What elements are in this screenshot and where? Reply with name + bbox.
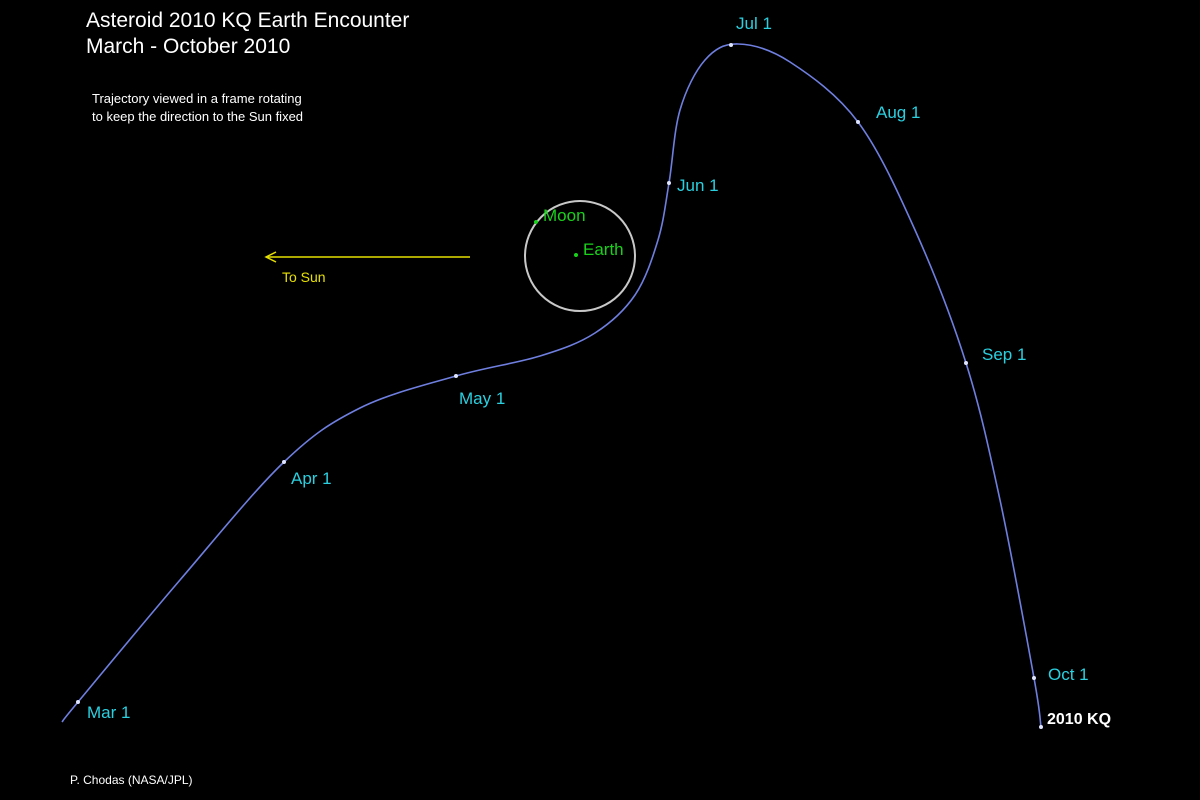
date-tick-apr-1 bbox=[282, 460, 286, 464]
date-label-apr: Apr 1 bbox=[291, 469, 332, 488]
to-sun-label: To Sun bbox=[282, 269, 326, 285]
date-label-jul: Jul 1 bbox=[736, 14, 772, 33]
note-line-1: Trajectory viewed in a frame rotating bbox=[92, 91, 302, 106]
date-tick-jun-1 bbox=[667, 181, 671, 185]
date-tick-jul-1 bbox=[729, 43, 733, 47]
date-label-mar: Mar 1 bbox=[87, 703, 131, 722]
title: Asteroid 2010 KQ Earth Encounter March -… bbox=[86, 8, 409, 60]
asteroid-label: 2010 KQ bbox=[1047, 711, 1112, 728]
sun-arrowhead bbox=[264, 251, 277, 263]
credit: P. Chodas (NASA/JPL) bbox=[70, 773, 193, 787]
title-line-2: March - October 2010 bbox=[86, 35, 291, 58]
date-label-may: May 1 bbox=[459, 389, 506, 408]
date-tick-sep-1 bbox=[964, 361, 968, 365]
asteroid-position-marker bbox=[1039, 725, 1043, 729]
note-line-2: to keep the direction to the Sun fixed bbox=[92, 109, 304, 124]
date-label-aug: Aug 1 bbox=[876, 103, 921, 122]
frame-note: Trajectory viewed in a frame rotating to… bbox=[92, 90, 303, 126]
date-label-jun: Jun 1 bbox=[677, 176, 719, 195]
date-tick-may-1 bbox=[454, 374, 458, 378]
earth-dot bbox=[574, 253, 578, 257]
moon-dot bbox=[534, 220, 538, 224]
date-label-oct: Oct 1 bbox=[1048, 665, 1089, 684]
moon-label: Moon bbox=[543, 206, 586, 225]
trajectory-curve bbox=[61, 43, 1042, 728]
date-label-sep: Sep 1 bbox=[982, 345, 1027, 364]
moon-orbit bbox=[524, 200, 636, 312]
date-tick-oct-1 bbox=[1032, 676, 1036, 680]
date-tick-mar-1 bbox=[76, 700, 80, 704]
date-tick-aug-1 bbox=[856, 120, 860, 124]
title-line-1: Asteroid 2010 KQ Earth Encounter bbox=[86, 9, 410, 32]
earth-label: Earth bbox=[583, 240, 624, 259]
